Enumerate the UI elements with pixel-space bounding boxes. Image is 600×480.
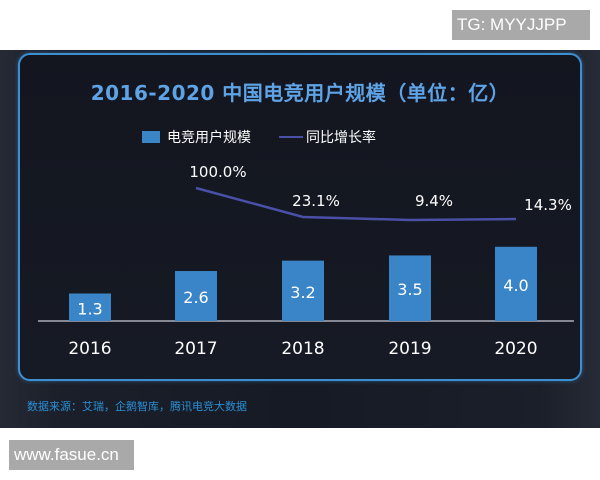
data-source: 数据来源：艾瑞，企鹅智库，腾讯电竞大数据	[27, 400, 247, 413]
chart-legend: 电竞用户规模 同比增长率	[142, 127, 376, 147]
growth-rate-label: 9.4%	[415, 192, 453, 210]
chart-image: 2016-2020 中国电竞用户规模（单位：亿） 电竞用户规模 同比增长率 1.…	[0, 50, 600, 428]
chart-title: 2016-2020 中国电竞用户规模（单位：亿）	[90, 81, 510, 105]
x-tick-label: 2018	[281, 339, 324, 359]
plot-area: 1.3 2016 2.6 2017 3.2 2018 3.5 2019 4.0 2020 100.0…	[38, 163, 574, 359]
bar-value-label: 1.3	[77, 299, 102, 318]
watermark-top: TG: MYYJJPP	[452, 10, 590, 40]
bar-2020	[495, 246, 537, 321]
bar-2019	[389, 255, 431, 321]
bar-value-label: 2.6	[183, 288, 208, 307]
watermark-bottom: www.fasue.cn	[9, 440, 134, 470]
x-tick-label: 2017	[174, 339, 217, 359]
legend-bar-label: 电竞用户规模	[167, 130, 251, 146]
legend-line-swatch-icon	[279, 136, 303, 138]
x-tick-label: 2020	[494, 339, 537, 359]
legend-line-label: 同比增长率	[306, 130, 376, 146]
chart-panel: 2016-2020 中国电竞用户规模（单位：亿） 电竞用户规模 同比增长率 1.…	[18, 53, 582, 381]
bar-2017	[175, 271, 217, 321]
bar-value-label: 3.2	[290, 283, 315, 302]
legend-bar-swatch-icon	[142, 131, 160, 143]
x-tick-label: 2016	[68, 339, 111, 359]
growth-rate-label: 23.1%	[292, 192, 340, 210]
bar-2018	[282, 260, 324, 321]
growth-rate-label: 14.3%	[524, 196, 572, 214]
growth-rate-label: 100.0%	[189, 163, 246, 181]
bar-2016	[69, 293, 111, 321]
growth-rate-line	[195, 186, 517, 222]
x-tick-label: 2019	[388, 339, 431, 359]
bar-value-label: 3.5	[397, 280, 422, 299]
bar-value-label: 4.0	[503, 276, 528, 295]
